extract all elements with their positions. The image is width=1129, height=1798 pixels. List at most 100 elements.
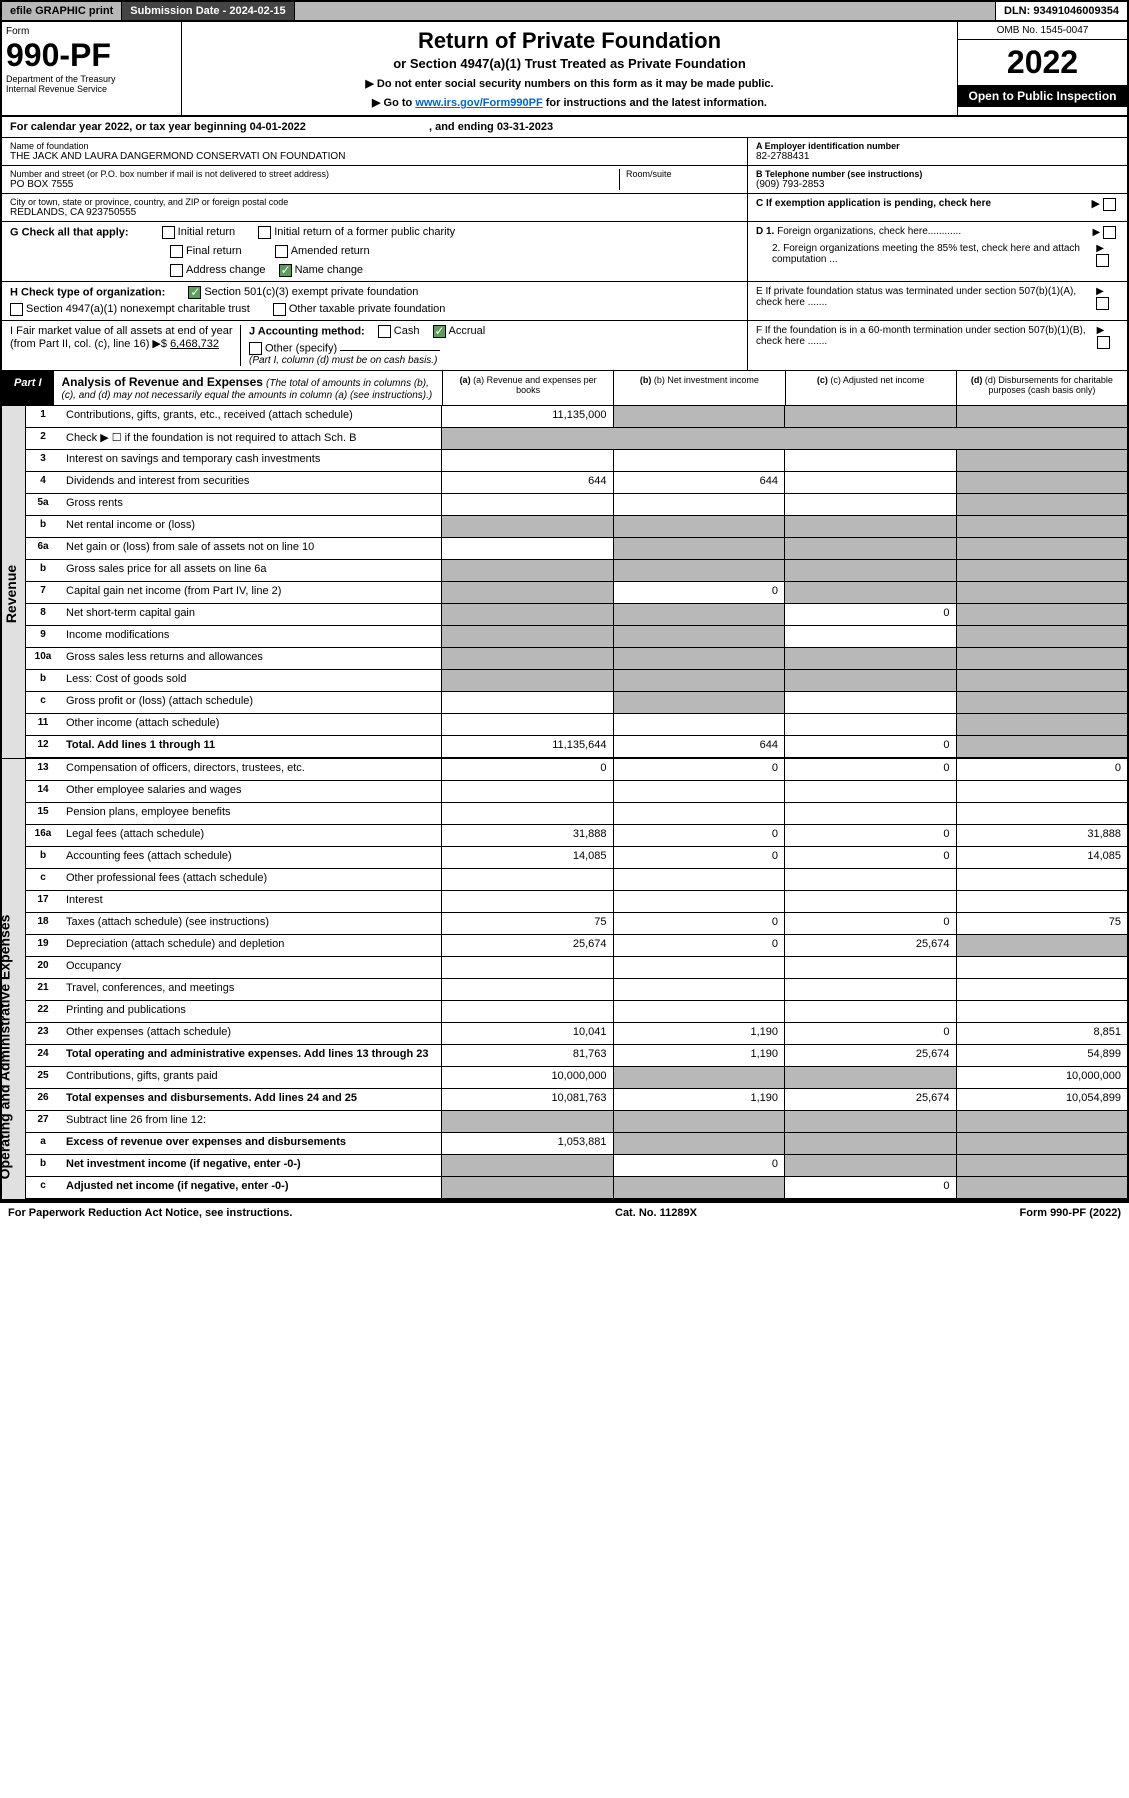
- d2-checkbox[interactable]: [1096, 254, 1109, 267]
- table-row: cGross profit or (loss) (attach schedule…: [26, 692, 1127, 714]
- cell-a: [442, 1111, 614, 1132]
- row-label: Gross sales price for all assets on line…: [60, 560, 442, 581]
- form-link[interactable]: www.irs.gov/Form990PF: [415, 97, 542, 109]
- table-row: 25Contributions, gifts, grants paid10,00…: [26, 1067, 1127, 1089]
- cell-b: [614, 406, 786, 427]
- j-accrual[interactable]: [433, 325, 446, 338]
- row-label: Travel, conferences, and meetings: [60, 979, 442, 1000]
- e-checkbox[interactable]: [1096, 297, 1109, 310]
- cell-a: [442, 648, 614, 669]
- dln: DLN: 93491046009354: [995, 2, 1127, 20]
- cell-a: 10,081,763: [442, 1089, 614, 1110]
- cell-c: [785, 516, 957, 537]
- h2-checkbox[interactable]: [10, 303, 23, 316]
- row-num: 14: [26, 781, 60, 802]
- row-num: 24: [26, 1045, 60, 1066]
- cell-b: 0: [614, 582, 786, 603]
- h3-checkbox[interactable]: [273, 303, 286, 316]
- g-address[interactable]: [170, 264, 183, 277]
- h1-checkbox[interactable]: [188, 286, 201, 299]
- cell-b: [614, 692, 786, 713]
- col-a-header: (a) (a) Revenue and expenses per books: [442, 371, 613, 405]
- cell-d: [957, 692, 1128, 713]
- cell-b: [614, 604, 786, 625]
- addr-label: Number and street (or P.O. box number if…: [10, 169, 619, 179]
- cell-d: 8,851: [957, 1023, 1128, 1044]
- j-note: (Part I, column (d) must be on cash basi…: [249, 355, 739, 366]
- f-checkbox[interactable]: [1097, 336, 1110, 349]
- table-row: 13Compensation of officers, directors, t…: [26, 759, 1127, 781]
- j-other[interactable]: [249, 342, 262, 355]
- g-initial[interactable]: [162, 226, 175, 239]
- cell-a: 1,053,881: [442, 1133, 614, 1154]
- cell-a: 644: [442, 472, 614, 493]
- table-row: 10aGross sales less returns and allowanc…: [26, 648, 1127, 670]
- cell-a: 0: [442, 759, 614, 780]
- table-row: bGross sales price for all assets on lin…: [26, 560, 1127, 582]
- cell-c: [785, 891, 957, 912]
- f-text: F If the foundation is in a 60-month ter…: [756, 325, 1097, 349]
- g-initial-former[interactable]: [258, 226, 271, 239]
- cell-c: [785, 494, 957, 515]
- c-checkbox[interactable]: [1103, 198, 1116, 211]
- g-final[interactable]: [170, 245, 183, 258]
- phone-value: (909) 793-2853: [756, 179, 1119, 190]
- address: PO BOX 7555: [10, 179, 619, 190]
- cell-b: 1,190: [614, 1023, 786, 1044]
- cell-c: 0: [785, 1023, 957, 1044]
- cell-a: [442, 516, 614, 537]
- row-num: 17: [26, 891, 60, 912]
- cell-b: [614, 957, 786, 978]
- top-spacer: [295, 2, 995, 20]
- cell-c: [785, 670, 957, 691]
- cell-c: [785, 714, 957, 735]
- row-label: Net gain or (loss) from sale of assets n…: [60, 538, 442, 559]
- cell-b: [614, 1067, 786, 1088]
- cell-d: [957, 935, 1128, 956]
- g-name[interactable]: [279, 264, 292, 277]
- room-label: Room/suite: [626, 169, 739, 179]
- row-num: 10a: [26, 648, 60, 669]
- g-amended[interactable]: [275, 245, 288, 258]
- cell-c: [785, 803, 957, 824]
- cell-a: 81,763: [442, 1045, 614, 1066]
- cell-a: [442, 869, 614, 890]
- cell-a: [442, 781, 614, 802]
- table-row: 9Income modifications: [26, 626, 1127, 648]
- table-row: 19Depreciation (attach schedule) and dep…: [26, 935, 1127, 957]
- row-num: 8: [26, 604, 60, 625]
- row-num: 26: [26, 1089, 60, 1110]
- cell-a: [442, 1001, 614, 1022]
- d1-checkbox[interactable]: [1103, 226, 1116, 239]
- row-num: 27: [26, 1111, 60, 1132]
- cell-d: [957, 979, 1128, 1000]
- row-num: a: [26, 1133, 60, 1154]
- footer-left: For Paperwork Reduction Act Notice, see …: [8, 1207, 292, 1219]
- table-row: 17Interest: [26, 891, 1127, 913]
- row-label: Interest on savings and temporary cash i…: [60, 450, 442, 471]
- row-label: Contributions, gifts, grants, etc., rece…: [60, 406, 442, 427]
- cell-d: [957, 626, 1128, 647]
- table-row: 1Contributions, gifts, grants, etc., rec…: [26, 406, 1127, 428]
- h-label: H Check type of organization:: [10, 286, 165, 298]
- table-row: 20Occupancy: [26, 957, 1127, 979]
- efile-label[interactable]: efile GRAPHIC print: [2, 2, 122, 20]
- note1: ▶ Do not enter social security numbers o…: [188, 77, 951, 90]
- cell-d: [957, 648, 1128, 669]
- cell-b: [614, 1177, 786, 1198]
- row-num: 23: [26, 1023, 60, 1044]
- info-section: Name of foundation THE JACK AND LAURA DA…: [2, 138, 1127, 222]
- col-c-header: (c) (c) Adjusted net income: [785, 371, 956, 405]
- cell-d: [957, 538, 1128, 559]
- cell-a: 31,888: [442, 825, 614, 846]
- cell-d: 75: [957, 913, 1128, 934]
- cell-c: [785, 560, 957, 581]
- row-label: Printing and publications: [60, 1001, 442, 1022]
- row-num: 5a: [26, 494, 60, 515]
- cell-c: 25,674: [785, 1089, 957, 1110]
- cell-b: 0: [614, 825, 786, 846]
- cell-d: [957, 494, 1128, 515]
- cell-a: [442, 957, 614, 978]
- cell-a: [442, 803, 614, 824]
- j-cash[interactable]: [378, 325, 391, 338]
